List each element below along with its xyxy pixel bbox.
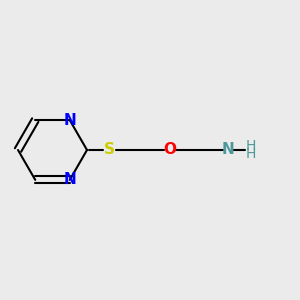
Text: O: O [163, 142, 176, 158]
Text: N: N [63, 172, 76, 188]
Text: H: H [245, 140, 256, 153]
Text: S: S [104, 142, 115, 158]
Text: H: H [245, 147, 256, 160]
Text: N: N [222, 142, 234, 158]
Text: N: N [63, 112, 76, 128]
